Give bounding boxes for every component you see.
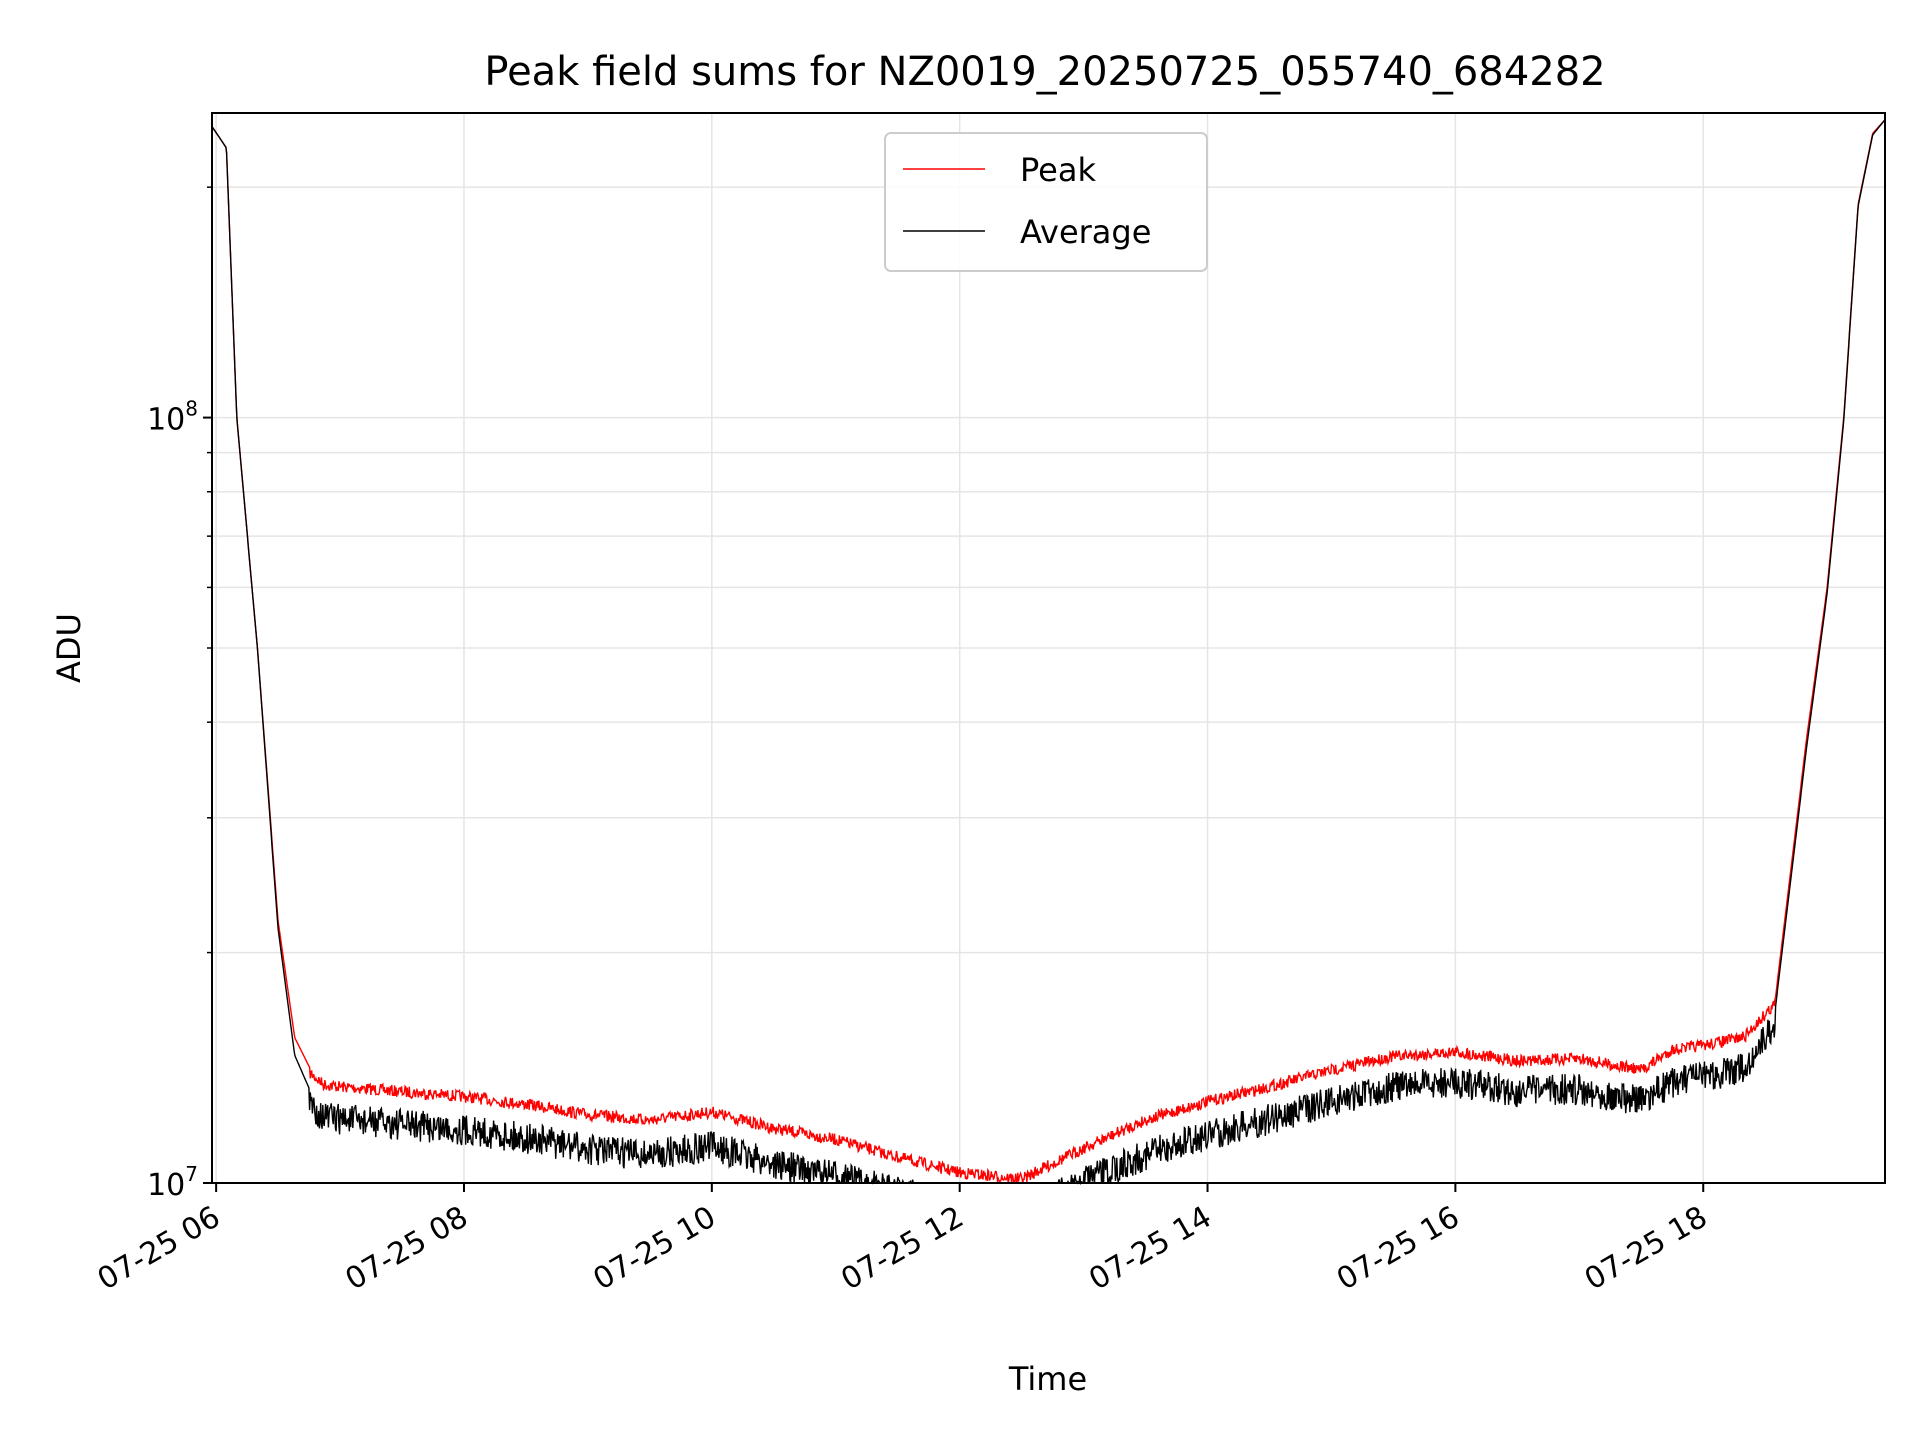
chart-title: Peak field sums for NZ0019_20250725_0557… [484,49,1605,95]
y-tick-label: 107 [147,1162,198,1203]
series-line-peak [211,119,1886,1184]
y-tick-label: 108 [147,397,198,438]
legend-label-peak: Peak [1020,151,1096,189]
legend-box [884,132,1208,272]
legend: Peak Average [884,132,1208,272]
y-axis-label: ADU [50,613,88,683]
x-axis-label: Time [1008,1360,1087,1398]
legend-label-average: Average [1020,213,1151,251]
